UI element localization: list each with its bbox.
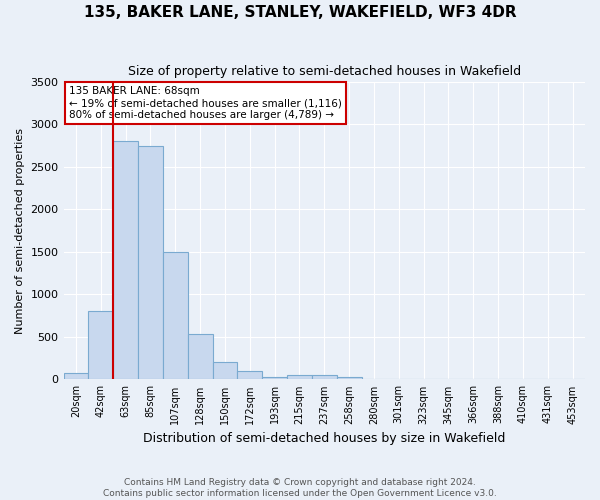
Text: Contains HM Land Registry data © Crown copyright and database right 2024.
Contai: Contains HM Land Registry data © Crown c… bbox=[103, 478, 497, 498]
Text: 135 BAKER LANE: 68sqm
← 19% of semi-detached houses are smaller (1,116)
80% of s: 135 BAKER LANE: 68sqm ← 19% of semi-deta… bbox=[69, 86, 341, 120]
Bar bbox=[312, 375, 337, 380]
Bar bbox=[163, 252, 188, 380]
Text: 135, BAKER LANE, STANLEY, WAKEFIELD, WF3 4DR: 135, BAKER LANE, STANLEY, WAKEFIELD, WF3… bbox=[83, 5, 517, 20]
Bar bbox=[64, 372, 88, 380]
Bar bbox=[188, 334, 212, 380]
X-axis label: Distribution of semi-detached houses by size in Wakefield: Distribution of semi-detached houses by … bbox=[143, 432, 505, 445]
Y-axis label: Number of semi-detached properties: Number of semi-detached properties bbox=[15, 128, 25, 334]
Bar bbox=[138, 146, 163, 380]
Bar bbox=[287, 375, 312, 380]
Bar bbox=[212, 362, 238, 380]
Title: Size of property relative to semi-detached houses in Wakefield: Size of property relative to semi-detach… bbox=[128, 65, 521, 78]
Bar bbox=[88, 312, 113, 380]
Bar bbox=[238, 371, 262, 380]
Bar bbox=[262, 377, 287, 380]
Bar bbox=[337, 377, 362, 380]
Bar bbox=[113, 142, 138, 380]
